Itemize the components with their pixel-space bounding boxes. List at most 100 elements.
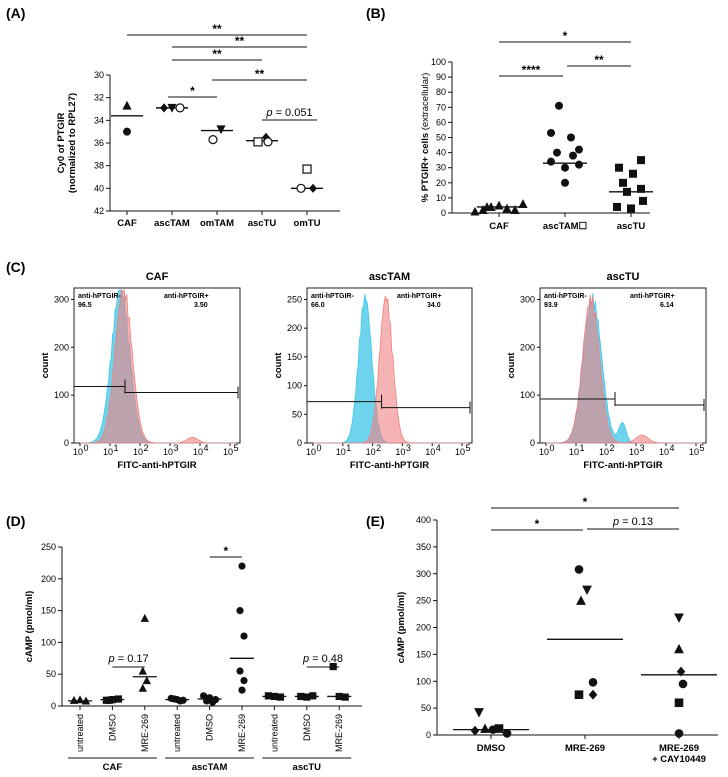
b-data-point — [547, 128, 555, 137]
a-y-tick-label: 32 — [94, 93, 104, 103]
c-x-tick-exponent: 0 — [83, 443, 88, 453]
e-y-tick-label: 200 — [416, 623, 431, 633]
c-neg-gate-label: anti-hPTGIR- — [78, 293, 121, 300]
b-data-point — [615, 163, 623, 172]
d-data-point — [209, 698, 217, 706]
a-y-axis-title-2: (normalized to RPL27) — [67, 93, 78, 193]
d-data-point — [105, 696, 113, 704]
d-bracket-label: * — [223, 544, 228, 558]
d-data-point — [138, 683, 147, 692]
d-data-point — [276, 693, 284, 701]
a-x-tick-label: omTAM — [200, 218, 234, 229]
a-data-point — [167, 103, 177, 113]
c-x-tick-label: 10 — [689, 447, 699, 457]
e-data-point — [474, 708, 484, 718]
c-antibody-histogram — [546, 294, 702, 444]
d-x-tick-label: DMSO — [205, 714, 215, 741]
c-y-tick-label: 0 — [64, 438, 69, 448]
a-bracket-label: ** — [255, 67, 265, 81]
d-x-tick-label: DMSO — [107, 714, 117, 741]
d-data-point — [138, 666, 147, 675]
c-plot-frame — [539, 287, 707, 444]
c-x-tick-exponent: 2 — [143, 443, 148, 453]
a-y-tick-label: 36 — [94, 138, 104, 148]
d-data-point — [264, 692, 272, 700]
d-data-point — [75, 695, 85, 704]
e-x-tick-label: DMSO — [477, 743, 506, 754]
e-data-point — [678, 679, 688, 689]
c-isotype-histogram — [80, 289, 236, 444]
c-isotype-histogram — [546, 293, 702, 444]
b-bracket-label: * — [563, 29, 568, 43]
b-data-point — [637, 156, 645, 165]
b-y-tick-label: 70 — [436, 102, 446, 112]
c-neg-gate-value: 93.9 — [544, 302, 558, 309]
a-x-tick-label: ascTU — [248, 218, 277, 229]
c-x-tick-label: 10 — [539, 447, 549, 457]
b-data-point — [575, 145, 583, 154]
d-x-tick-label: MRE-269 — [140, 714, 150, 752]
a-data-point — [253, 137, 263, 147]
d-data-point — [236, 667, 244, 675]
b-data-point — [613, 202, 621, 211]
c-y-tick-label: 100 — [54, 390, 69, 400]
d-data-point — [142, 676, 151, 685]
c-pos-gate-value: 3.50 — [194, 302, 208, 309]
c-y-tick-label: 0 — [297, 438, 302, 448]
e-data-point — [574, 690, 584, 699]
panel-label-a: (A) — [6, 5, 25, 21]
b-data-point — [547, 157, 555, 166]
a-x-tick-label: CAF — [117, 218, 137, 229]
e-bracket-label: * — [535, 517, 540, 531]
d-x-tick-label: DMSO — [302, 714, 312, 741]
b-data-point — [569, 151, 577, 160]
a-data-point — [208, 135, 218, 145]
panel-label-d: (D) — [6, 513, 25, 529]
e-y-tick-label: 300 — [416, 569, 431, 579]
a-data-point — [216, 125, 226, 135]
chart-d: 0 50 100 150 200 250 cAMP (pmol/ml) untreated DM… — [24, 542, 362, 773]
d-data-point — [236, 607, 244, 615]
c-y-tick-label: 250 — [287, 294, 302, 304]
a-y-tick-label: 38 — [94, 161, 104, 171]
d-group-label: CAF — [103, 762, 123, 773]
c-x-tick-exponent: 3 — [639, 443, 644, 453]
b-x-tick-label: ascTAM☐ — [543, 221, 588, 232]
b-x-tick-label: CAF — [489, 221, 509, 232]
d-data-point — [297, 692, 305, 701]
c-antibody-histogram — [80, 288, 236, 444]
d-data-point — [203, 697, 211, 705]
b-y-tick-label: 0 — [441, 208, 446, 218]
c-x-tick-label: 10 — [73, 447, 83, 457]
c-x-tick-label: 10 — [336, 447, 346, 457]
c-x-tick-exponent: 4 — [203, 443, 208, 453]
d-data-point — [335, 692, 343, 701]
e-x-tick-label: + CAY10449 — [652, 754, 706, 765]
a-data-point — [263, 137, 273, 147]
b-y-tick-label: 90 — [436, 72, 446, 82]
d-x-tick-label: untreated — [75, 714, 85, 752]
b-data-point — [478, 205, 488, 214]
b-x-tick-label: ascTU — [617, 221, 646, 232]
b-data-point — [553, 148, 561, 157]
c-x-tick-exponent: 1 — [346, 443, 351, 453]
b-y-tick-label: 20 — [436, 178, 446, 188]
c-y-tick-label: 300 — [54, 294, 69, 304]
d-y-tick-label: 250 — [41, 542, 56, 552]
c-x-tick-exponent: 5 — [233, 443, 238, 453]
e-bracket-label: p = 0.13 — [612, 516, 653, 528]
c-x-tick-exponent: 1 — [113, 443, 118, 453]
b-data-point — [561, 163, 569, 172]
c-plot-frame — [73, 287, 241, 444]
c-x-tick-label: 10 — [629, 447, 639, 457]
d-y-tick-label: 200 — [41, 574, 56, 584]
b-bracket-label: ** — [594, 53, 604, 67]
d-data-point — [238, 686, 246, 694]
c-y-tick-label: 200 — [54, 342, 69, 352]
c-y-tick-label: 0 — [530, 438, 535, 448]
d-y-tick-label: 150 — [41, 606, 56, 616]
e-data-point — [494, 724, 504, 733]
c-antibody-histogram — [313, 295, 468, 444]
c-x-tick-label: 10 — [366, 447, 376, 457]
